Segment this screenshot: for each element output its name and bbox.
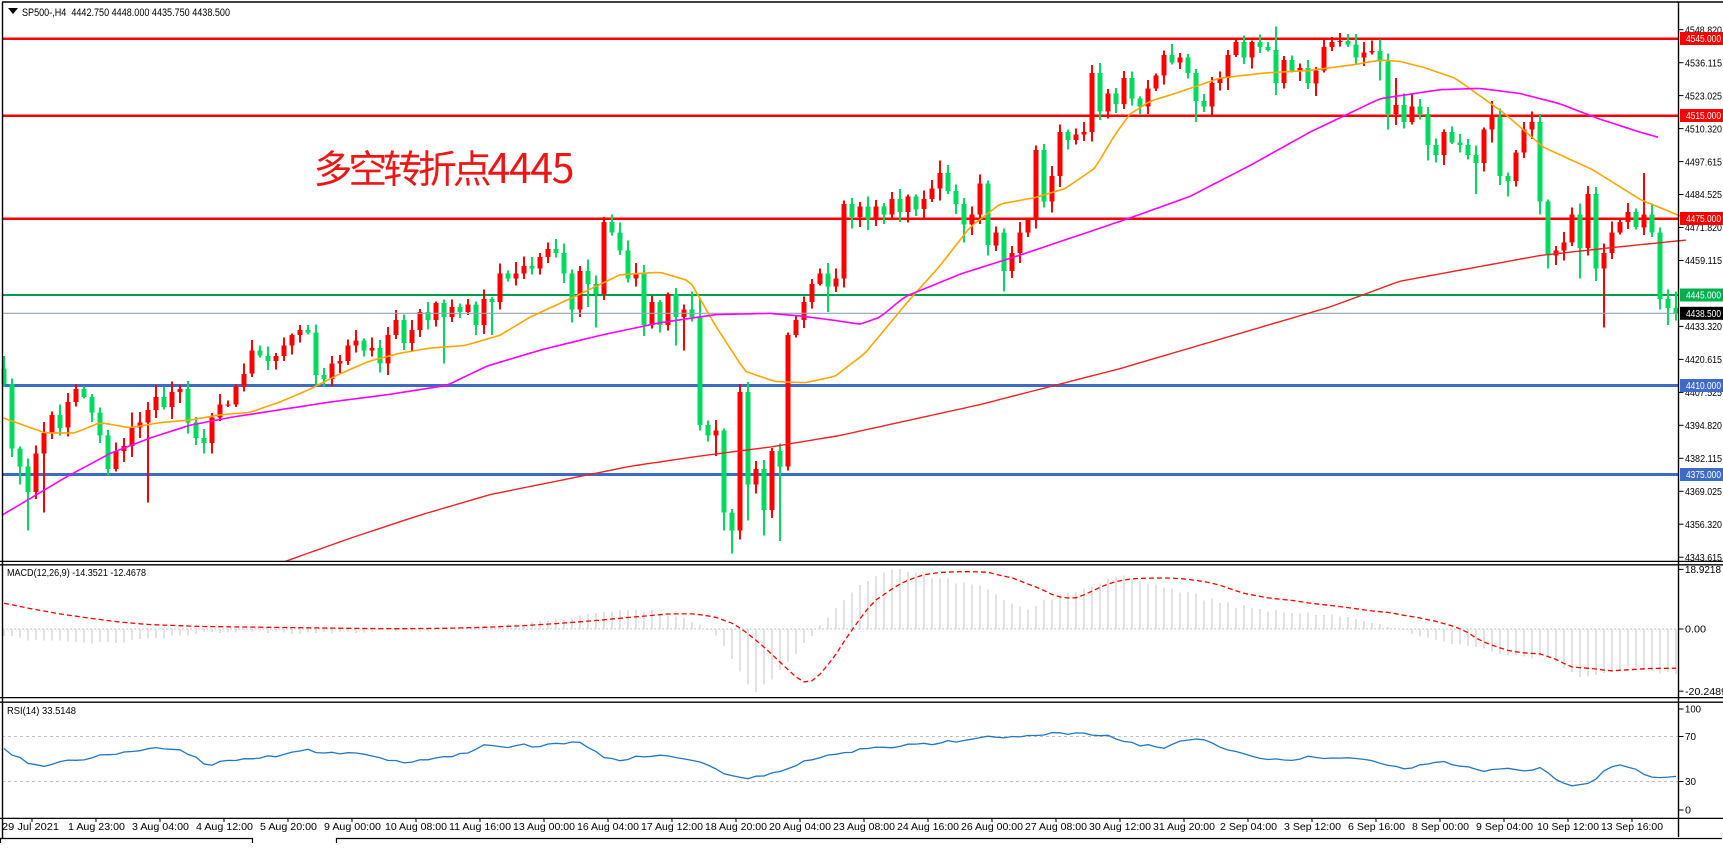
svg-text:4497.615: 4497.615 — [1685, 157, 1722, 168]
svg-text:30 Aug 12:00: 30 Aug 12:00 — [1089, 822, 1151, 833]
svg-text:SP500-,H4 4442.750 4448.000 4: SP500-,H4 4442.750 4448.000 4435.750 443… — [22, 7, 230, 19]
svg-text:17 Aug 12:00: 17 Aug 12:00 — [641, 822, 703, 833]
svg-text:4369.025: 4369.025 — [1685, 487, 1722, 498]
svg-text:10 Aug 08:00: 10 Aug 08:00 — [385, 822, 447, 833]
svg-text:70: 70 — [1685, 732, 1696, 743]
svg-text:18 Aug 20:00: 18 Aug 20:00 — [705, 822, 767, 833]
svg-text:4356.320: 4356.320 — [1685, 520, 1722, 531]
svg-text:4548.820: 4548.820 — [1685, 25, 1722, 36]
svg-text:18.9218: 18.9218 — [1685, 565, 1721, 576]
svg-text:4438.500: 4438.500 — [1686, 309, 1721, 320]
svg-text:4510.320: 4510.320 — [1685, 124, 1722, 135]
svg-text:4484.525: 4484.525 — [1685, 190, 1722, 201]
svg-text:9 Aug 00:00: 9 Aug 00:00 — [324, 822, 381, 833]
svg-text:13 Sep 16:00: 13 Sep 16:00 — [1601, 822, 1663, 833]
svg-text:31 Aug 20:00: 31 Aug 20:00 — [1153, 822, 1215, 833]
svg-text:4407.525: 4407.525 — [1685, 388, 1722, 399]
svg-text:3 Sep 12:00: 3 Sep 12:00 — [1284, 822, 1341, 833]
svg-text:4475.000: 4475.000 — [1686, 214, 1721, 225]
svg-text:4410.000: 4410.000 — [1686, 381, 1721, 392]
svg-text:5 Aug 20:00: 5 Aug 20:00 — [260, 822, 317, 833]
svg-text:MACD(12,26,9) -14.3521 -12.467: MACD(12,26,9) -14.3521 -12.4678 — [7, 568, 146, 579]
svg-text:RSI(14) 33.5148: RSI(14) 33.5148 — [7, 706, 76, 717]
svg-text:1 Aug 23:00: 1 Aug 23:00 — [68, 822, 125, 833]
svg-text:-20.2489: -20.2489 — [1685, 687, 1723, 698]
svg-text:4 Aug 12:00: 4 Aug 12:00 — [196, 822, 253, 833]
svg-text:4515.000: 4515.000 — [1686, 111, 1721, 122]
svg-text:0: 0 — [1685, 806, 1691, 817]
svg-text:4394.820: 4394.820 — [1685, 421, 1722, 432]
svg-text:4445.000: 4445.000 — [1686, 291, 1721, 302]
svg-text:4471.820: 4471.820 — [1685, 223, 1722, 234]
svg-text:4382.115: 4382.115 — [1685, 454, 1722, 465]
svg-text:4375.000: 4375.000 — [1686, 470, 1721, 481]
svg-text:4523.025: 4523.025 — [1685, 91, 1722, 102]
svg-text:0.00: 0.00 — [1685, 625, 1706, 636]
svg-text:4343.615: 4343.615 — [1685, 553, 1722, 564]
svg-text:16 Aug 04:00: 16 Aug 04:00 — [577, 822, 639, 833]
svg-text:4545.000: 4545.000 — [1686, 34, 1721, 45]
svg-text:24 Aug 16:00: 24 Aug 16:00 — [897, 822, 959, 833]
svg-text:4536.115: 4536.115 — [1685, 58, 1722, 69]
svg-text:13 Aug 00:00: 13 Aug 00:00 — [513, 822, 575, 833]
svg-text:4433.320: 4433.320 — [1685, 322, 1722, 333]
svg-text:23 Aug 08:00: 23 Aug 08:00 — [833, 822, 895, 833]
svg-text:11 Aug 16:00: 11 Aug 16:00 — [449, 822, 511, 833]
svg-text:10 Sep 12:00: 10 Sep 12:00 — [1537, 822, 1599, 833]
svg-text:20 Aug 04:00: 20 Aug 04:00 — [769, 822, 831, 833]
svg-text:4459.115: 4459.115 — [1685, 256, 1722, 267]
svg-text:6 Sep 16:00: 6 Sep 16:00 — [1348, 822, 1405, 833]
svg-text:27 Aug 08:00: 27 Aug 08:00 — [1025, 822, 1087, 833]
svg-text:29 Jul 2021: 29 Jul 2021 — [2, 822, 59, 833]
svg-text:8 Sep 00:00: 8 Sep 00:00 — [1412, 822, 1469, 833]
svg-text:4420.615: 4420.615 — [1685, 355, 1722, 366]
svg-text:30: 30 — [1685, 777, 1696, 788]
svg-text:26 Aug 00:00: 26 Aug 00:00 — [961, 822, 1023, 833]
svg-text:100: 100 — [1685, 705, 1701, 716]
svg-text:3 Aug 04:00: 3 Aug 04:00 — [132, 822, 189, 833]
svg-text:9 Sep 04:00: 9 Sep 04:00 — [1476, 822, 1533, 833]
svg-text:2 Sep 04:00: 2 Sep 04:00 — [1220, 822, 1277, 833]
